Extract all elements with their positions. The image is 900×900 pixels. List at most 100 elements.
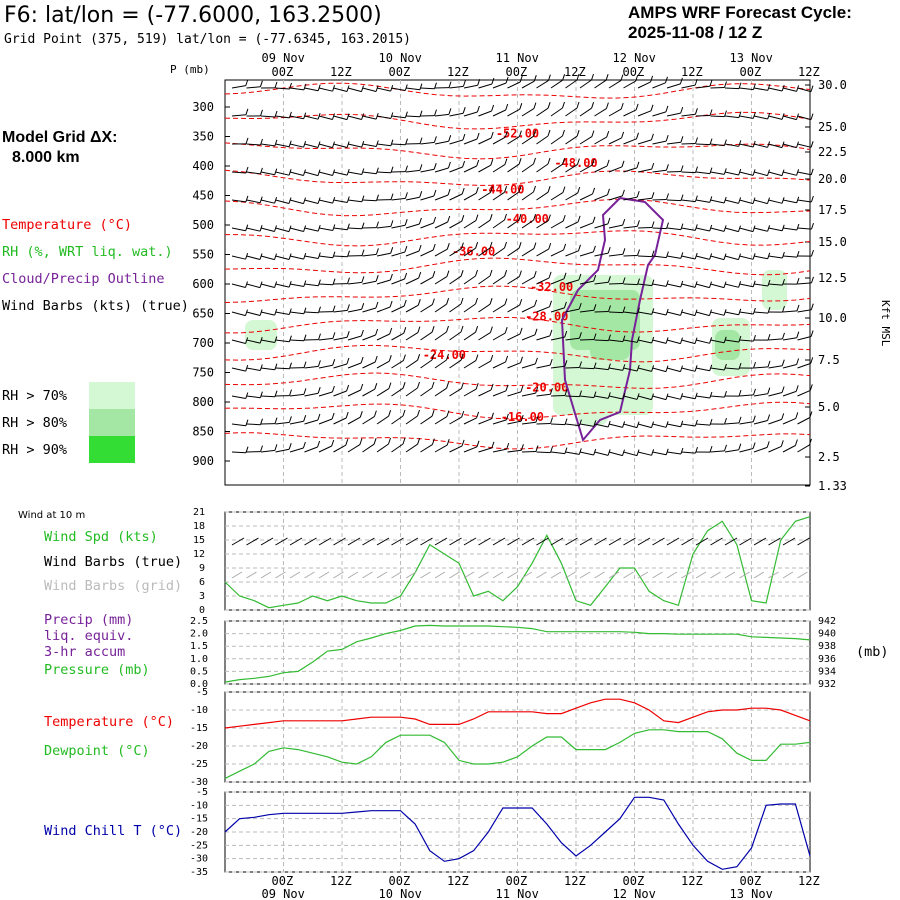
wind-barb [768, 283, 783, 286]
wind-barb-flag [520, 385, 524, 393]
wind-barb-flag [752, 307, 756, 315]
wind-barb-flag [811, 276, 814, 284]
wind-barb [376, 360, 390, 369]
wind-barb-flag [767, 387, 771, 394]
wind-barb [666, 141, 681, 145]
wind-barb [333, 363, 348, 369]
wind-barb-flag [620, 74, 624, 81]
wind-barb-flag [446, 298, 450, 305]
wind-barb-flag [679, 77, 683, 85]
wind-barb-flag [695, 166, 698, 173]
sfc-wind-barb-grid [507, 571, 518, 579]
wind-barb [579, 164, 593, 173]
wind-barb-flag [446, 243, 450, 250]
wind-barb [681, 113, 696, 117]
height-tick-label: 22.5 [818, 145, 847, 159]
wind-barb-flag [665, 76, 668, 83]
isotherm-label: -20.00 [525, 380, 568, 394]
wind-barb-flag [490, 159, 494, 166]
wind-barb-flag [390, 139, 394, 146]
wind-barb-flag [477, 79, 481, 86]
wind-barb [521, 363, 536, 369]
wind-barb [695, 339, 710, 344]
wind-barb-flag [288, 308, 292, 315]
wind-barb [550, 336, 565, 341]
wind-barb-flag [724, 390, 727, 398]
wind-barb-flag [361, 85, 364, 92]
wind-barb [420, 387, 433, 397]
wind-barb-flag [621, 131, 625, 139]
wind-barb [782, 87, 797, 92]
wind-barb [405, 277, 419, 285]
wind-barb [289, 143, 304, 148]
wind-barb-flag [650, 133, 654, 141]
wind-barb-flag [796, 304, 800, 312]
wind-barb-flag [535, 386, 539, 394]
wind-barb-flag [419, 164, 423, 171]
wind-barb-flag [274, 336, 278, 343]
wind-barb [579, 79, 592, 89]
legend-wind-barbs: Wind Barbs (kts) (true) [2, 298, 189, 314]
pressure-tick-label: 300 [192, 100, 214, 114]
wind-barb [405, 443, 418, 453]
sfc-wind-barb-grid [666, 571, 678, 579]
wind-barb [376, 171, 392, 174]
wind-barb [594, 451, 609, 456]
wind-barb-flag [359, 438, 363, 445]
wind-barb-flag [361, 195, 365, 202]
wind-barb [376, 143, 391, 147]
sfc-wind-barb-grid [521, 571, 533, 579]
wind-barb [391, 278, 405, 285]
height-tick-label: 25.0 [818, 120, 847, 134]
bottom-date-label: 10 Nov [379, 887, 422, 900]
wind-barb [782, 255, 798, 258]
wind-barb [753, 171, 768, 177]
wind-barb [275, 143, 290, 148]
wind-barb-flag [448, 135, 452, 142]
wind-barb-flag [460, 325, 464, 333]
wind-barb-flag [738, 335, 742, 343]
wind-barb-flag [680, 337, 683, 344]
wind-barb [391, 415, 404, 425]
wind-barb [391, 305, 405, 313]
wind-barb [391, 143, 406, 146]
wind-barb [695, 227, 710, 232]
wind-barb [449, 139, 464, 145]
temp-tick-label: -25 [190, 759, 208, 770]
wind-barb [318, 418, 333, 425]
wind-barb-flag [796, 223, 800, 231]
wind-barb [550, 135, 563, 145]
wind-barb [681, 311, 696, 317]
wind-barb-flag [709, 391, 713, 399]
wind-barb [521, 305, 535, 313]
wind-barb-flag [489, 298, 493, 305]
wind-barb-flag [505, 413, 509, 421]
wind-barb [710, 395, 725, 398]
wind-barb-flag [405, 165, 408, 172]
wind-barb [623, 225, 638, 229]
pressure-tick-label: 750 [192, 366, 214, 380]
wind-barb [492, 448, 507, 453]
wind-barb [376, 443, 389, 453]
wind-barb [405, 332, 419, 341]
wind-barb-flag [245, 309, 248, 316]
wind-barb [405, 359, 418, 369]
wind-barb [652, 227, 667, 230]
bottom-hour-label: 12Z [564, 874, 586, 888]
wind-barb-flag [723, 281, 727, 288]
wind-barb [797, 199, 812, 203]
wind-barb [347, 199, 362, 203]
wind-barb [768, 445, 782, 453]
top-hour-label: 12Z [681, 65, 703, 79]
wind-barb-flag [274, 444, 278, 451]
sfc-wind-barb [405, 537, 419, 546]
wind-barb [550, 365, 565, 369]
wind-barb [782, 115, 797, 121]
sfc-wind-barb-grid [695, 571, 707, 579]
sfc-wind-barb-grid [594, 571, 605, 579]
wind-barb [434, 248, 448, 257]
wind-barb [304, 283, 319, 287]
wind-barb [782, 143, 797, 149]
wind-barb [550, 278, 565, 285]
wind-barb [289, 283, 304, 287]
